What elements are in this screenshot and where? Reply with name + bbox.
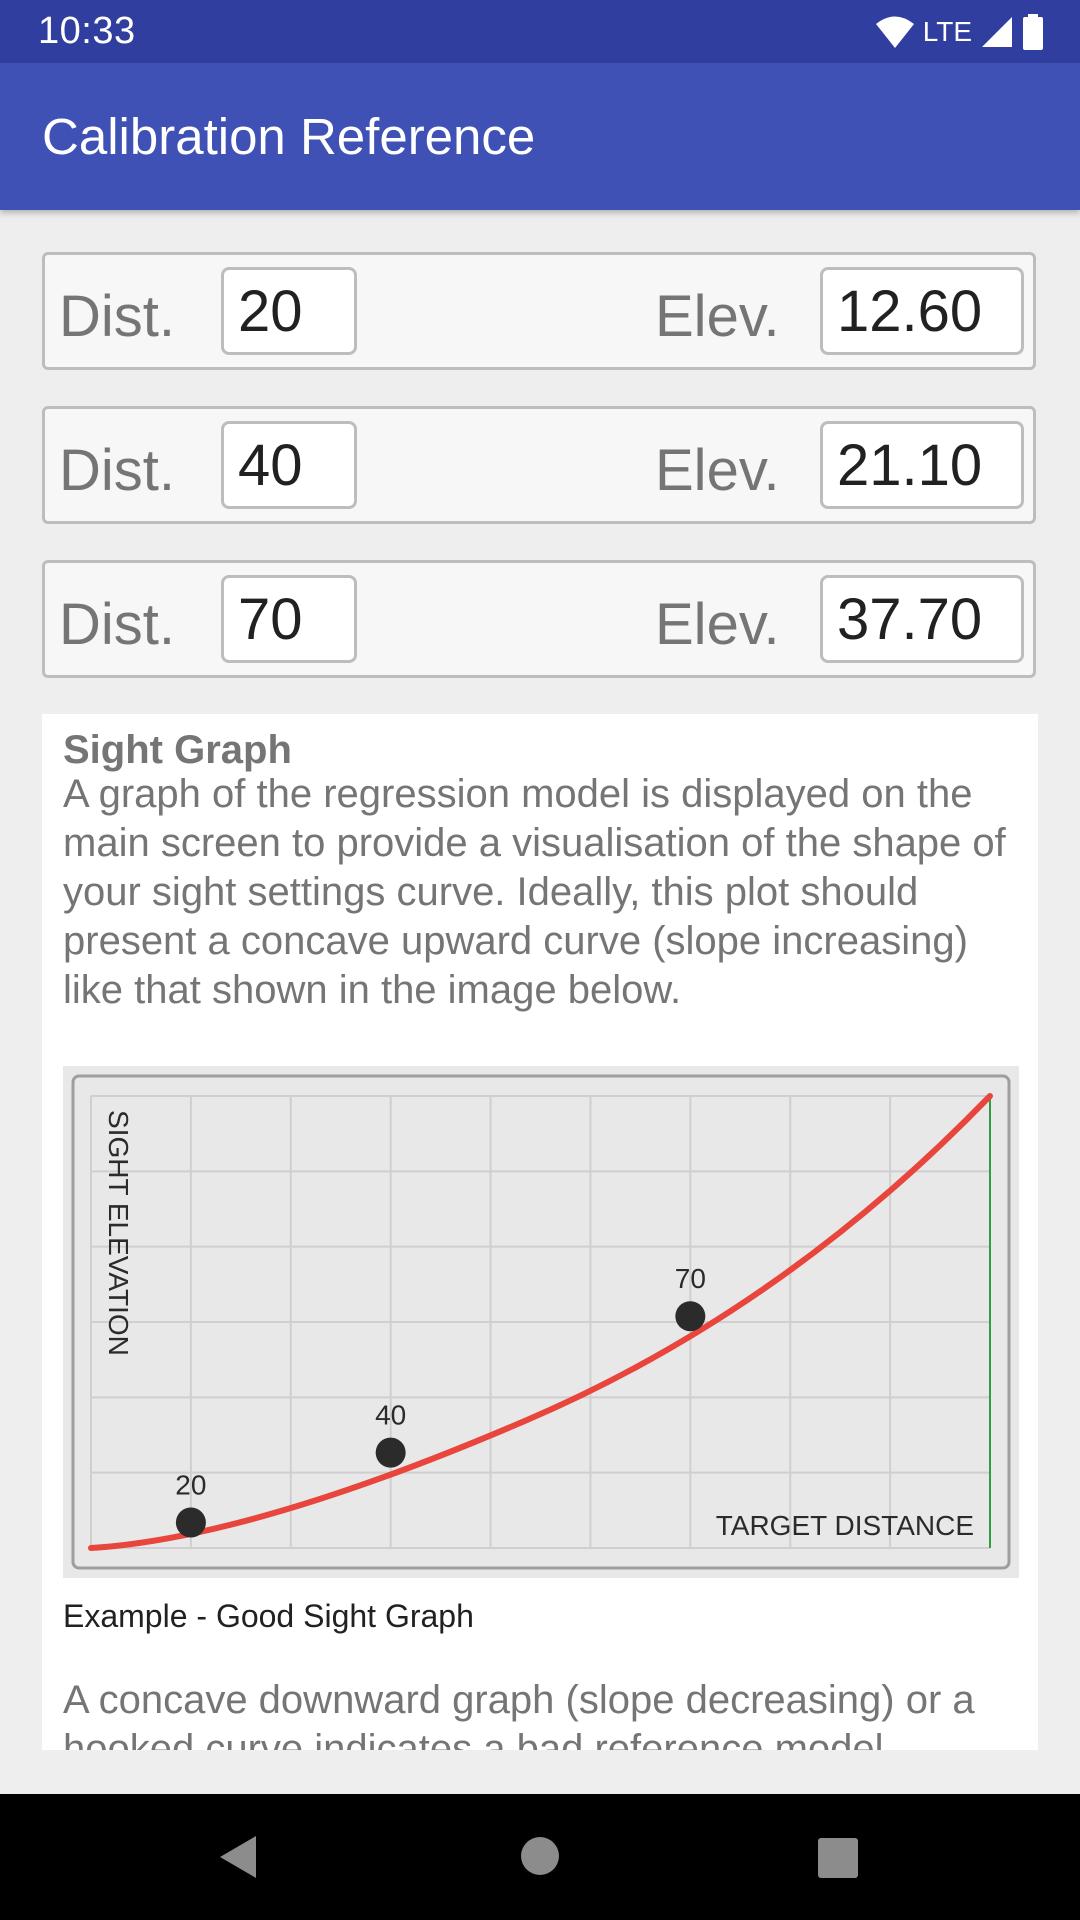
calibration-row: Dist. 40 Elev. 21.10: [42, 406, 1036, 524]
calibration-row: Dist. 20 Elev. 12.60: [42, 252, 1036, 370]
sight-curve: [88, 1093, 993, 1551]
distance-field[interactable]: 20: [221, 267, 357, 355]
distance-field[interactable]: 40: [221, 421, 357, 509]
sight-graph-warning: A concave downward graph (slope decreasi…: [63, 1678, 975, 1750]
home-icon[interactable]: [520, 1836, 560, 1876]
chart-points: 20 40 70: [175, 1263, 706, 1538]
elevation-label: Elev.: [655, 438, 780, 503]
app-bar: Calibration Reference: [0, 63, 1080, 210]
figure-caption: Example - Good Sight Graph: [63, 1598, 474, 1634]
distance-label: Dist.: [59, 284, 175, 349]
distance-field[interactable]: 70: [221, 575, 357, 663]
page-title: Calibration Reference: [42, 108, 536, 165]
sight-graph-card: Sight Graph A graph of the regression mo…: [42, 714, 1038, 1750]
data-point: [375, 1437, 406, 1468]
signal-icon: [982, 17, 1012, 47]
back-icon[interactable]: [218, 1834, 258, 1880]
sight-graph-chart: 20 40 70 SIGHT ELEVATION TARGET DISTANCE: [71, 1074, 1011, 1570]
data-point: [175, 1507, 206, 1538]
data-point-label: 70: [675, 1263, 706, 1294]
wifi-icon: [875, 16, 914, 48]
elevation-label: Elev.: [655, 592, 780, 657]
calibration-row: Dist. 70 Elev. 37.70: [42, 560, 1036, 678]
data-point-label: 40: [375, 1400, 406, 1431]
network-type: LTE: [922, 16, 972, 47]
y-axis-label: SIGHT ELEVATION: [103, 1110, 134, 1356]
sight-graph-image: 20 40 70 SIGHT ELEVATION TARGET DISTANCE: [63, 1066, 1019, 1578]
elevation-label: Elev.: [655, 284, 780, 349]
distance-label: Dist.: [59, 592, 175, 657]
elevation-field[interactable]: 37.70: [820, 575, 1024, 663]
elevation-field[interactable]: 12.60: [820, 267, 1024, 355]
status-icons: LTE: [875, 12, 1044, 52]
sight-graph-heading: Sight Graph: [63, 728, 292, 772]
recents-icon[interactable]: [818, 1838, 858, 1878]
x-axis-label: TARGET DISTANCE: [716, 1510, 974, 1541]
data-point: [675, 1301, 706, 1332]
navigation-bar: [0, 1794, 1080, 1920]
elevation-field[interactable]: 21.10: [820, 421, 1024, 509]
sight-graph-description: A graph of the regression model is displ…: [63, 772, 1006, 1012]
status-bar: 10:33 LTE: [0, 0, 1080, 63]
distance-label: Dist.: [59, 438, 175, 503]
data-point-label: 20: [175, 1470, 206, 1501]
scroll-content[interactable]: Dist. 20 Elev. 12.60 Dist. 40 Elev. 21.1…: [0, 210, 1080, 1750]
status-time: 10:33: [38, 10, 136, 52]
battery-icon: [1023, 14, 1043, 50]
